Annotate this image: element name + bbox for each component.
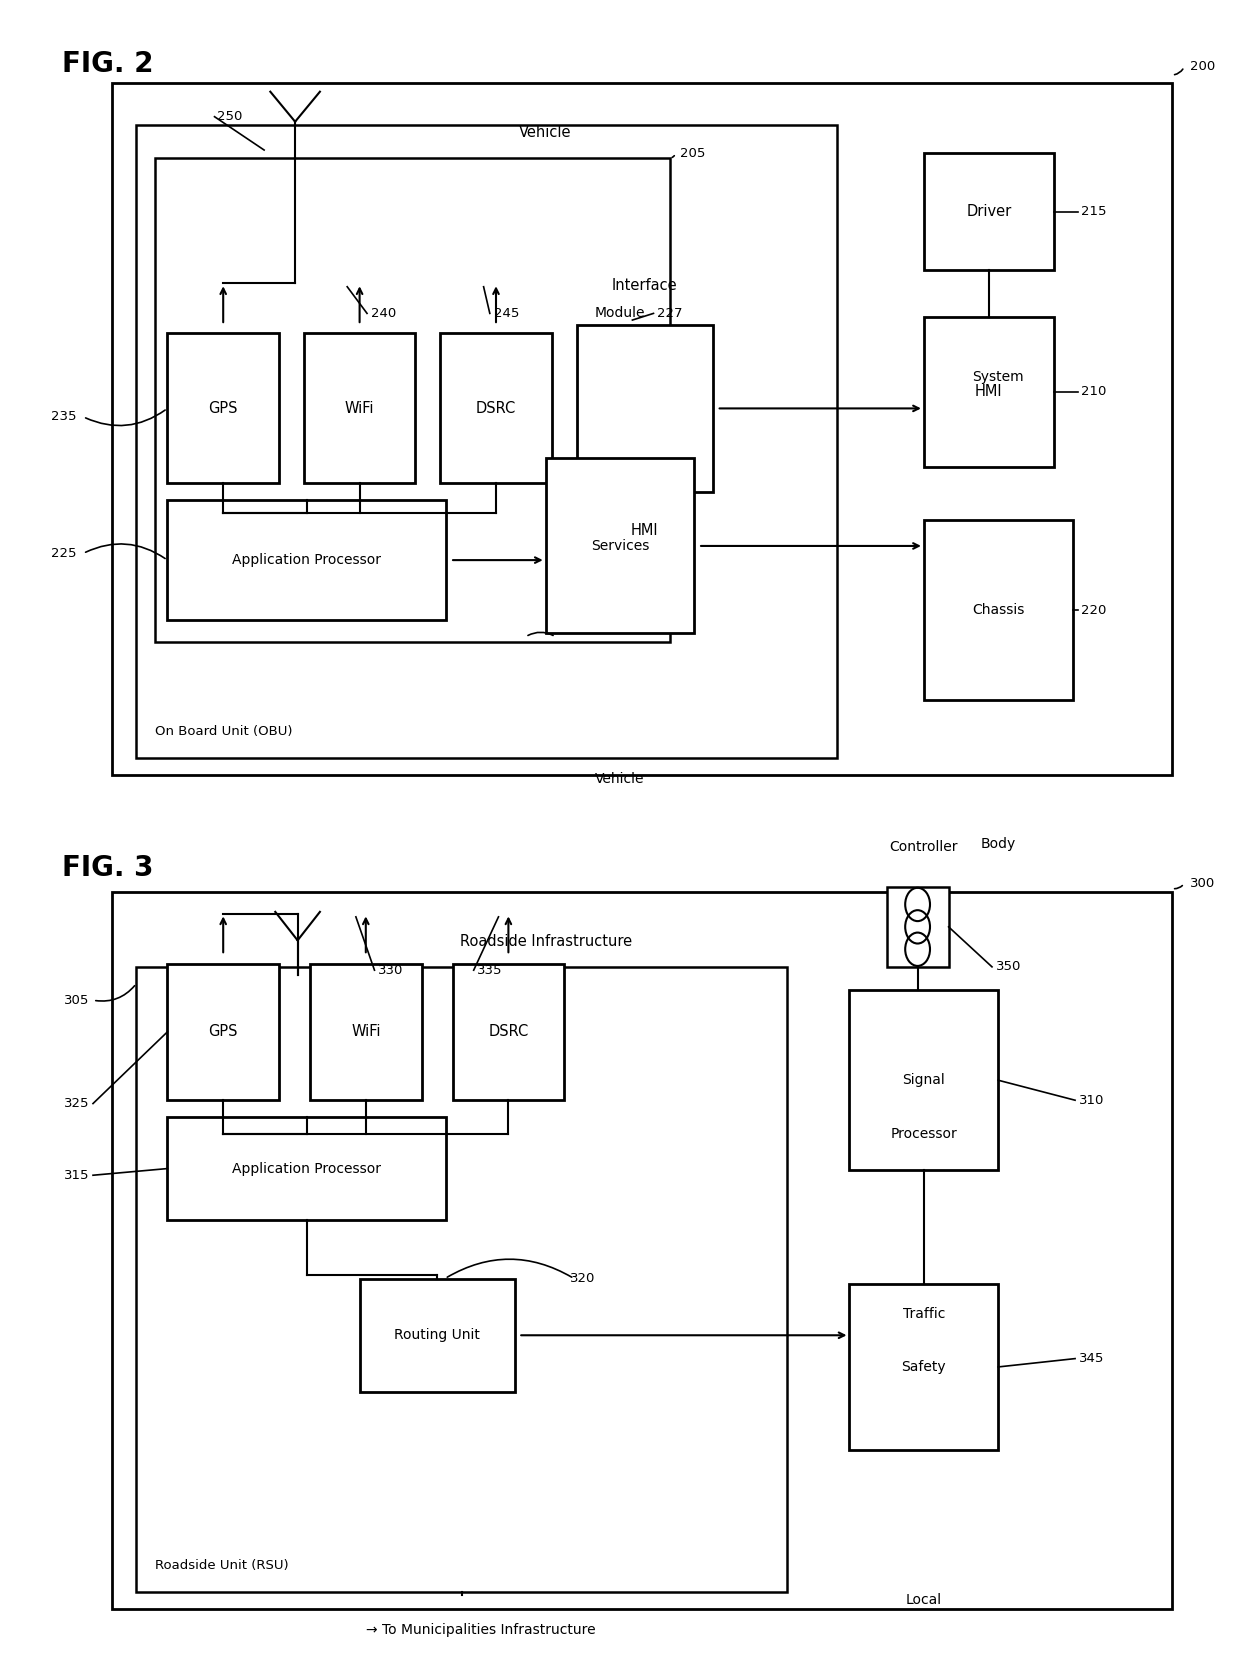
Text: Controller: Controller: [889, 840, 959, 854]
Text: 315: 315: [63, 1169, 89, 1182]
Text: GPS: GPS: [208, 402, 238, 415]
Text: Application Processor: Application Processor: [232, 553, 382, 567]
FancyBboxPatch shape: [453, 964, 564, 1100]
FancyBboxPatch shape: [577, 325, 713, 492]
Text: 345: 345: [1079, 1352, 1104, 1365]
Text: Processor: Processor: [890, 1127, 957, 1140]
Text: 305: 305: [64, 994, 89, 1007]
Text: DSRC: DSRC: [476, 402, 516, 415]
FancyBboxPatch shape: [155, 158, 670, 642]
Text: → To Municipalities Infrastructure: → To Municipalities Infrastructure: [366, 1624, 595, 1637]
Text: Module: Module: [595, 305, 645, 320]
FancyBboxPatch shape: [167, 333, 279, 483]
Text: FIG. 2: FIG. 2: [62, 50, 154, 78]
Text: GPS: GPS: [208, 1025, 238, 1039]
Text: Application Processor: Application Processor: [232, 1162, 382, 1175]
Text: HMI: HMI: [631, 523, 658, 538]
FancyBboxPatch shape: [112, 892, 1172, 1609]
Text: Safety: Safety: [901, 1360, 946, 1374]
FancyBboxPatch shape: [849, 1284, 998, 1450]
Text: 230: 230: [552, 623, 577, 637]
Text: WiFi: WiFi: [351, 1025, 381, 1039]
Text: Traffic: Traffic: [903, 1307, 945, 1320]
Text: Roadside Unit (RSU): Roadside Unit (RSU): [155, 1559, 289, 1572]
Text: 200: 200: [1190, 60, 1215, 73]
FancyBboxPatch shape: [360, 1279, 515, 1392]
FancyBboxPatch shape: [136, 125, 837, 758]
Text: Vehicle: Vehicle: [520, 125, 572, 140]
Text: Driver: Driver: [966, 205, 1012, 218]
Text: 310: 310: [1079, 1094, 1104, 1107]
Text: 205: 205: [680, 147, 704, 160]
Text: On Board Unit (OBU): On Board Unit (OBU): [155, 725, 293, 738]
Text: 240: 240: [371, 307, 396, 320]
Text: 235: 235: [51, 410, 77, 423]
FancyBboxPatch shape: [440, 333, 552, 483]
FancyBboxPatch shape: [167, 1117, 446, 1220]
Text: 320: 320: [570, 1272, 595, 1285]
FancyBboxPatch shape: [546, 458, 694, 633]
Text: Services: Services: [590, 538, 650, 553]
FancyBboxPatch shape: [310, 964, 422, 1100]
Text: 215: 215: [1081, 205, 1107, 218]
Text: 250: 250: [217, 110, 242, 123]
Text: 220: 220: [1081, 603, 1106, 617]
Text: 335: 335: [477, 964, 503, 977]
Text: 210: 210: [1081, 385, 1106, 398]
FancyBboxPatch shape: [924, 153, 1054, 270]
FancyBboxPatch shape: [924, 520, 1073, 700]
Text: 300: 300: [1190, 877, 1215, 890]
Text: 325: 325: [63, 1097, 89, 1110]
Text: 227: 227: [657, 307, 683, 320]
Text: 245: 245: [494, 307, 518, 320]
Text: FIG. 3: FIG. 3: [62, 854, 154, 882]
Text: Local: Local: [905, 1594, 942, 1607]
FancyBboxPatch shape: [924, 317, 1054, 467]
FancyBboxPatch shape: [112, 83, 1172, 775]
Text: HMI: HMI: [975, 385, 1003, 398]
FancyBboxPatch shape: [136, 967, 787, 1592]
Text: System: System: [972, 370, 1024, 383]
FancyBboxPatch shape: [887, 887, 949, 967]
Text: WiFi: WiFi: [345, 402, 374, 415]
FancyBboxPatch shape: [167, 500, 446, 620]
Text: Chassis: Chassis: [972, 603, 1024, 617]
Text: Signal: Signal: [903, 1074, 945, 1087]
Text: 350: 350: [996, 960, 1021, 974]
Text: 225: 225: [51, 547, 77, 560]
FancyBboxPatch shape: [304, 333, 415, 483]
Text: DSRC: DSRC: [489, 1025, 528, 1039]
Text: Roadside Infrastructure: Roadside Infrastructure: [460, 934, 631, 949]
Text: Routing Unit: Routing Unit: [394, 1329, 480, 1342]
FancyBboxPatch shape: [849, 990, 998, 1170]
Text: Body: Body: [981, 837, 1016, 850]
Text: Vehicle: Vehicle: [595, 772, 645, 787]
Text: Interface: Interface: [613, 278, 677, 293]
Text: 330: 330: [378, 964, 403, 977]
FancyBboxPatch shape: [167, 964, 279, 1100]
